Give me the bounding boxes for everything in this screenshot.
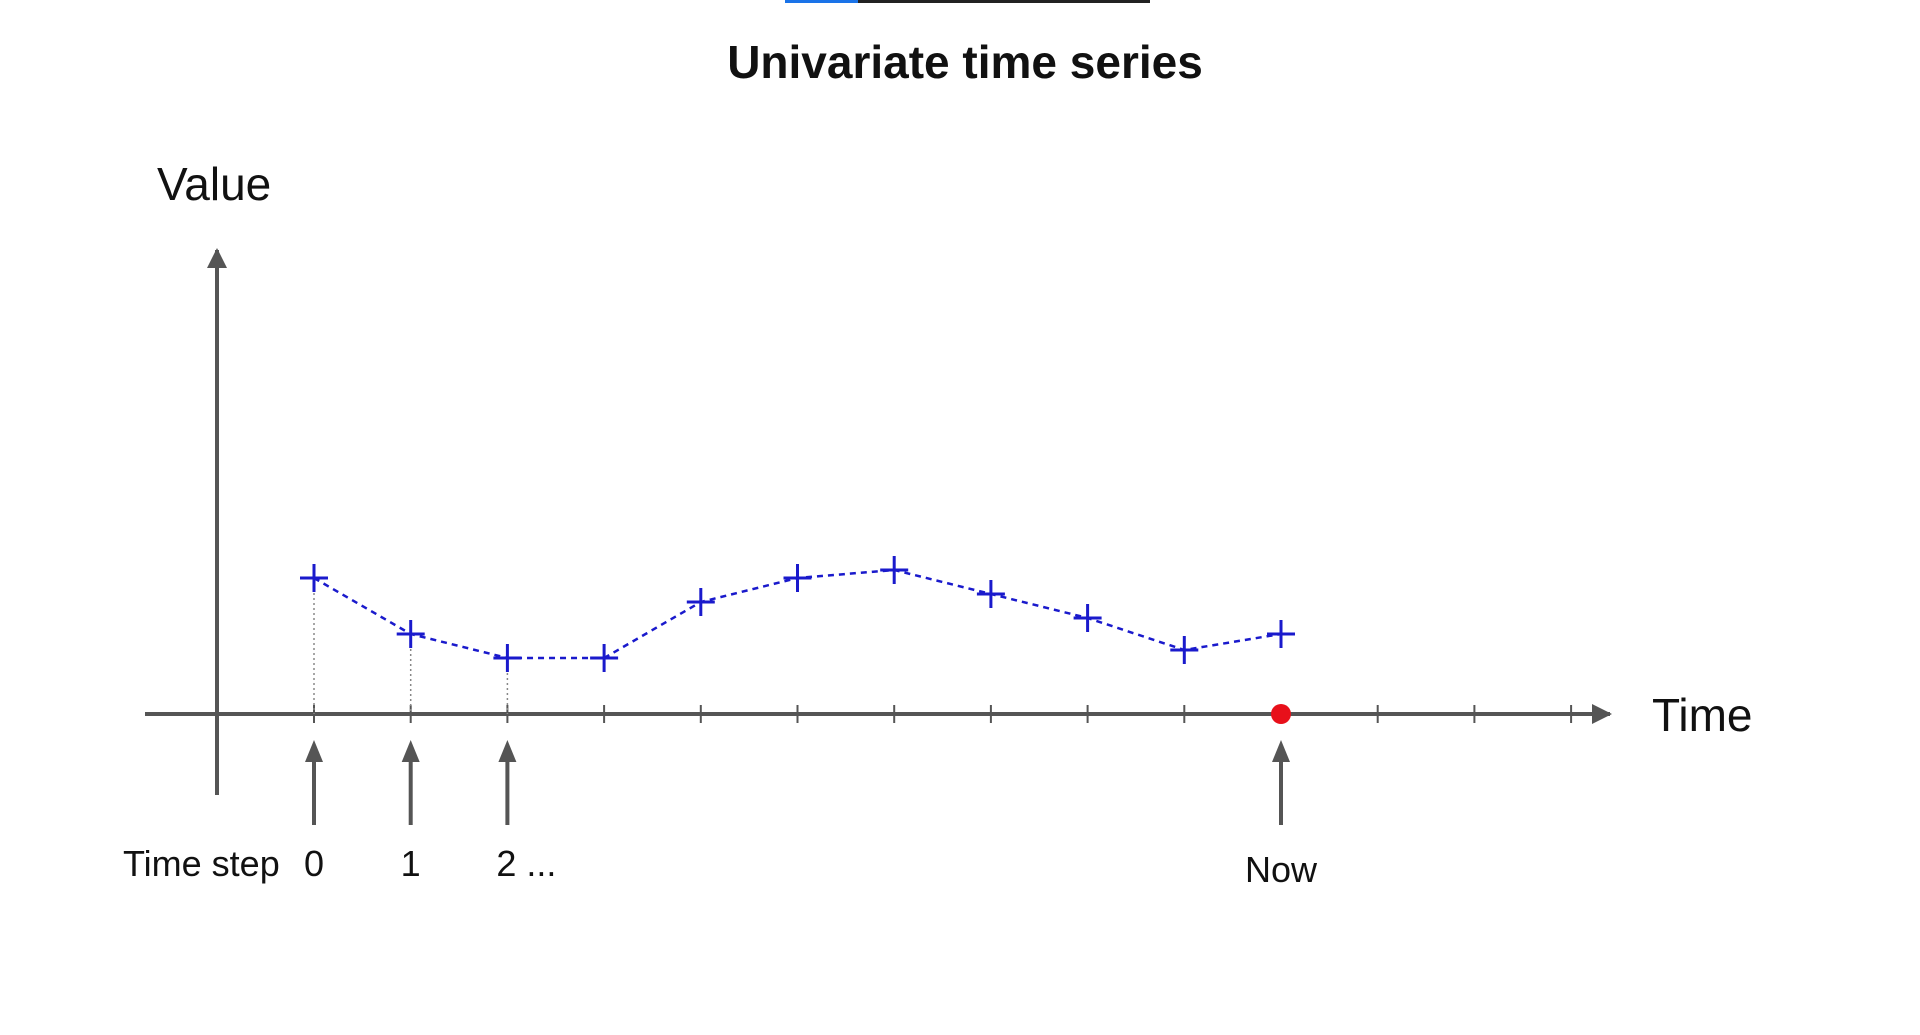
data-point xyxy=(396,620,425,648)
data-point xyxy=(880,556,909,584)
diagram-title: Univariate time series xyxy=(727,36,1203,88)
step-label-2: 2 ... xyxy=(496,843,556,884)
time-step-arrow xyxy=(401,740,420,825)
data-point xyxy=(1170,636,1199,664)
step-label-0: 0 xyxy=(304,843,324,884)
data-point xyxy=(1073,604,1102,632)
video-progress-bar[interactable] xyxy=(785,0,1150,3)
video-progress-fill xyxy=(785,0,858,3)
data-point xyxy=(590,644,619,672)
x-axis-label: Time xyxy=(1652,689,1753,741)
y-axis-label: Value xyxy=(157,158,271,210)
data-point xyxy=(300,564,328,592)
time-step-arrow xyxy=(1272,740,1290,825)
now-label: Now xyxy=(1245,849,1318,890)
dotted-guides xyxy=(313,578,509,714)
data-points xyxy=(300,556,1295,672)
step-label-1: 1 xyxy=(401,843,421,884)
time-step-arrow xyxy=(498,740,517,825)
time-step-arrows xyxy=(305,740,1290,825)
data-point xyxy=(686,588,715,616)
time-step-label: Time step xyxy=(123,843,280,884)
data-point xyxy=(783,564,812,592)
data-point xyxy=(976,580,1005,608)
data-point xyxy=(1267,620,1295,648)
now-marker xyxy=(1271,704,1291,724)
data-point xyxy=(493,644,522,672)
time-step-arrow xyxy=(305,740,323,825)
